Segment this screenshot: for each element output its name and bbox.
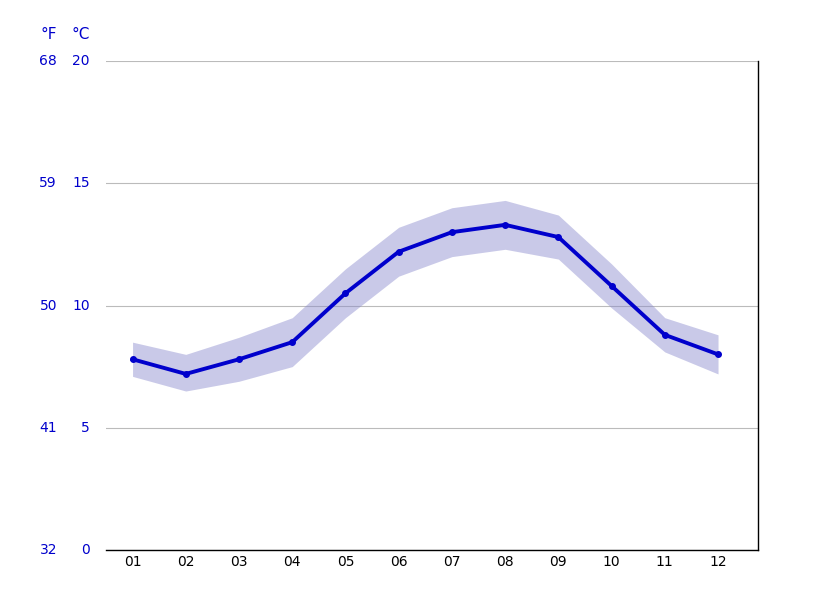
Text: °F: °F	[41, 26, 57, 42]
Text: 68: 68	[39, 54, 57, 68]
Text: 32: 32	[40, 543, 57, 557]
Text: 5: 5	[81, 421, 90, 434]
Text: 20: 20	[73, 54, 90, 68]
Text: 59: 59	[39, 177, 57, 190]
Text: 0: 0	[81, 543, 90, 557]
Text: 15: 15	[72, 177, 90, 190]
Text: 10: 10	[72, 299, 90, 312]
Text: 41: 41	[39, 421, 57, 434]
Text: °C: °C	[71, 26, 90, 42]
Text: 50: 50	[40, 299, 57, 312]
